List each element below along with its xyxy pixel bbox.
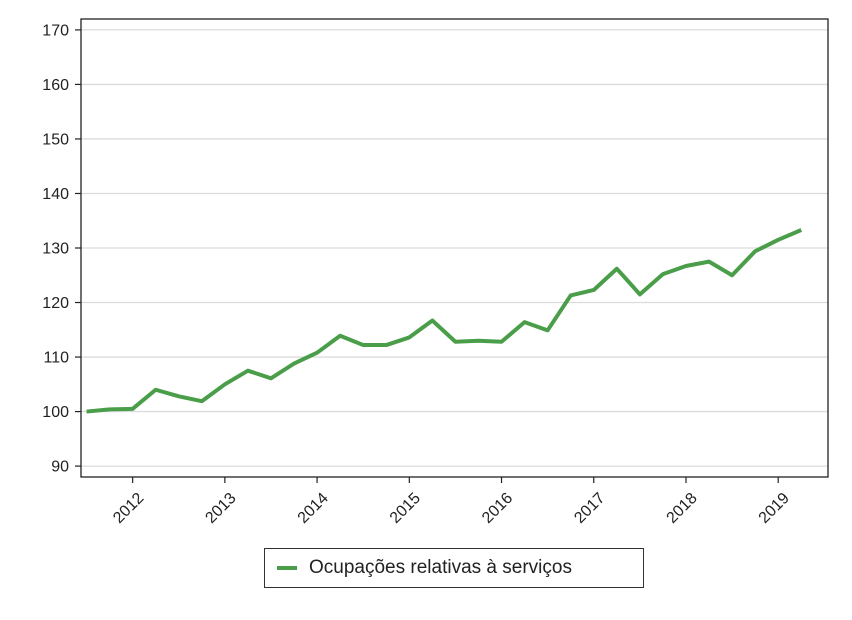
x-axis: 2012 2013 2014 2015 2016 2017 2018 2019	[110, 477, 793, 527]
series-line	[86, 228, 803, 414]
x-tick-label: 2019	[756, 490, 793, 527]
y-axis: 90 100 110 120 130 140 150 160 170	[42, 22, 81, 476]
legend-swatch	[277, 566, 297, 570]
x-tick-label: 2018	[664, 490, 701, 527]
y-tick-label: 110	[43, 350, 69, 367]
y-tick-label: 120	[42, 295, 69, 312]
y-tick-label: 170	[42, 22, 69, 39]
x-tick-label: 2013	[202, 490, 239, 527]
y-tick-label: 90	[51, 459, 69, 476]
series-layer	[86, 228, 803, 414]
legend: Ocupações relativas à serviços	[264, 548, 644, 588]
y-tick-label: 130	[42, 241, 69, 258]
x-tick-label: 2017	[571, 490, 608, 527]
y-tick-label: 140	[42, 186, 69, 203]
y-tick-label: 100	[42, 404, 69, 421]
x-tick-label: 2016	[479, 490, 516, 527]
x-tick-label: 2012	[110, 490, 147, 527]
y-tick-label: 160	[42, 77, 69, 94]
gridlines	[81, 29, 828, 467]
y-tick-label: 150	[42, 131, 69, 148]
legend-label: Ocupações relativas à serviços	[309, 557, 572, 578]
x-tick-label: 2014	[295, 490, 332, 527]
x-tick-label: 2015	[387, 490, 424, 527]
